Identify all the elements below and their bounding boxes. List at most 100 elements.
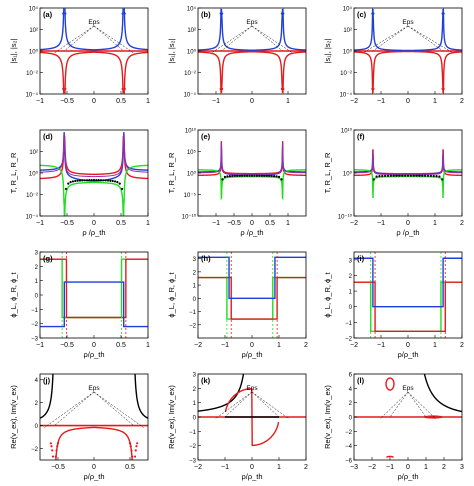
x-tick-label: −0.5: [227, 220, 241, 227]
series-dots: [392, 174, 395, 177]
panel-e: −1 −0.5 0 0.5 1 10⁻¹⁰ 10⁻⁵ 10⁰ 10⁵ 10¹⁰ (e) T, R_L,…: [167, 128, 307, 237]
x-tick-label: 1: [286, 220, 290, 227]
y-tick-label: 10⁻²: [26, 71, 38, 77]
y-tick-label: 10⁻⁴: [340, 92, 353, 99]
x-tick-label: 1: [286, 98, 290, 105]
x-axis-label: ρ/ρ_th: [397, 472, 418, 481]
eps-marker: [62, 12, 65, 15]
eps-pointer: [224, 391, 253, 418]
eps-marker: [121, 12, 124, 15]
y-axis-label: |s₁|, |s₂|: [9, 38, 18, 63]
y-tick-label: −2: [345, 430, 353, 436]
series-dots: [97, 179, 100, 182]
series-dots: [99, 179, 103, 182]
y-tick-label: 10²: [29, 150, 38, 156]
eps-pointer: [93, 391, 134, 426]
eps-pointer: [407, 391, 437, 420]
series-dots: [280, 178, 283, 181]
panel-label: (a): [43, 10, 53, 19]
y-tick-label: 2: [35, 401, 39, 407]
series-blue: [64, 8, 124, 51]
x-tick-label: −1: [221, 464, 229, 471]
eps-marker: [221, 12, 224, 15]
series-red: [64, 51, 124, 94]
series-blue: [123, 8, 148, 51]
panel-g: −1 −0.5 0 0.5 1 −3 −2 −1 0 1 2 3 (g) ϕ_L, ϕ_R, ϕ_t ρ/ρ…: [9, 251, 150, 360]
eps-pointer: [54, 25, 95, 54]
x-tick-label: −2: [350, 220, 358, 227]
series-dots: [441, 178, 444, 181]
y-tick-label: 10⁴: [343, 6, 353, 13]
eps-pointer: [214, 391, 253, 420]
eps-pointer: [44, 391, 95, 428]
eps-pointer: [407, 25, 444, 52]
series-im: [49, 442, 52, 445]
eps-marker: [123, 87, 126, 90]
y-axis-label: ϕ_L, ϕ_R, ϕ_t: [9, 272, 18, 318]
series-dots: [88, 179, 91, 182]
y-tick-label: −2: [189, 444, 197, 450]
panel-i: −2 −1 0 1 2 −2 −1 0 1 2 3 (i) ϕ_L, ϕ_R, ϕ_t ρ/ρ_th: [323, 251, 464, 359]
series-dots: [415, 174, 418, 177]
x-axis-label: ρ/ρ_th: [241, 350, 262, 359]
eps-annotation: Eps: [88, 19, 100, 26]
eps-pointer: [251, 25, 293, 54]
y-tick-label: 3: [193, 257, 197, 263]
plot-area: [40, 132, 148, 216]
panel-label: (h): [201, 254, 211, 263]
eps-annotation: Eps: [402, 19, 414, 26]
panel-h: −2 −1 0 1 2 −2 −1 0 1 2 3 (h) ϕ_L, ϕ_R, ϕ_t ρ/ρ_th: [167, 251, 308, 359]
x-tick-label: 0.5: [116, 220, 126, 227]
eps-marker: [221, 87, 224, 90]
eps-pointer: [362, 25, 409, 54]
panel-label: (f): [357, 132, 365, 141]
x-tick-label: −2: [194, 464, 202, 471]
y-tick-label: 6: [349, 373, 353, 379]
panel-label: (i): [357, 254, 365, 263]
plot-area: [354, 374, 462, 458]
series-blue: [354, 8, 374, 51]
y-tick-label: 1: [35, 279, 39, 285]
series-dots: [258, 174, 261, 177]
eps-pointer: [93, 25, 134, 54]
x-tick-label: −1: [377, 220, 385, 227]
series-RL: [354, 153, 462, 178]
x-tick-label: 1: [433, 98, 437, 105]
series-dots: [375, 175, 378, 178]
series-dots: [253, 174, 256, 177]
x-tick-label: 0: [406, 464, 410, 471]
y-tick-label: 2: [349, 401, 353, 407]
series-dots: [228, 175, 231, 178]
series-dots: [236, 174, 239, 177]
y-tick-label: 10⁴: [29, 6, 39, 13]
series-red: [442, 51, 462, 94]
series-dots: [424, 174, 427, 177]
series-im-band: [423, 415, 444, 419]
y-axis-label: |s₁|, |s₂|: [167, 38, 176, 63]
series-im-loop: [385, 377, 395, 391]
series-dots: [226, 175, 229, 178]
eps-annotation: Eps: [402, 385, 414, 392]
plot-area: [198, 252, 306, 338]
series-dots: [74, 179, 77, 183]
series-dots: [83, 179, 86, 182]
series-dots: [386, 174, 390, 177]
plot-area: [198, 141, 306, 201]
x-tick-label: −1: [36, 220, 44, 227]
x-tick-label: 0: [92, 464, 96, 471]
y-tick-label: −1: [345, 321, 353, 327]
series-dots: [401, 174, 404, 177]
y-tick-label: 10⁵: [187, 149, 197, 156]
series-phi-R: [40, 258, 148, 319]
y-tick-label: 10²: [29, 28, 38, 34]
series-dots: [438, 175, 441, 178]
y-axis-label: ϕ_L, ϕ_R, ϕ_t: [167, 272, 176, 318]
series-dots: [64, 187, 68, 191]
y-tick-label: 10⁻²: [26, 193, 38, 199]
y-tick-label: −6: [345, 459, 353, 465]
series-dots: [398, 174, 401, 177]
x-tick-label: −2: [350, 342, 358, 349]
series-red: [198, 51, 222, 94]
x-tick-label: 0: [406, 98, 410, 105]
y-tick-label: 3: [349, 258, 353, 264]
